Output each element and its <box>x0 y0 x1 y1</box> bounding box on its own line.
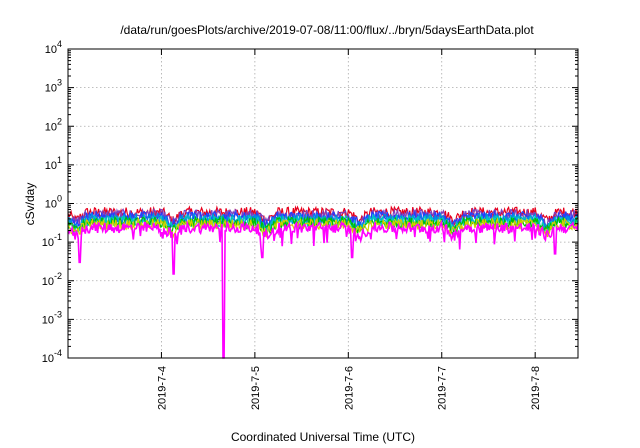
x-tick-label: 2019-7-6 <box>343 366 355 410</box>
y-tick-label: 100 <box>45 194 62 211</box>
x-tick-label: 2019-7-8 <box>530 366 542 410</box>
x-tick-label: 2019-7-5 <box>250 366 262 410</box>
y-tick-label: 10-2 <box>42 271 62 288</box>
y-axis-label: cSv/day <box>23 183 37 226</box>
y-tick-label: 101 <box>45 155 62 172</box>
gridlines <box>68 49 578 358</box>
series-line <box>67 207 579 228</box>
x-axis-ticks: 2019-7-4 2019-7-5 2019-7-6 2019-7-7 2019-7-8 <box>156 49 542 410</box>
x-tick-label: 2019-7-4 <box>156 366 168 410</box>
y-tick-label: 104 <box>45 39 62 56</box>
x-axis-label: Coordinated Universal Time (UTC) <box>231 430 415 444</box>
y-axis-ticks: 10-4 10-3 10-2 10-1 100 101 102 103 104 <box>42 39 578 365</box>
y-tick-label: 10-1 <box>42 232 62 249</box>
series-line <box>67 219 579 359</box>
y-tick-label: 10-3 <box>42 309 62 326</box>
data-series <box>67 205 579 359</box>
y-tick-label: 10-4 <box>42 348 62 365</box>
y-tick-label: 103 <box>45 78 62 95</box>
x-tick-label: 2019-7-7 <box>437 366 449 410</box>
series-line <box>67 213 579 234</box>
chart-title: /data/run/goesPlots/archive/2019-07-08/1… <box>120 23 534 37</box>
y-tick-label: 102 <box>45 116 62 133</box>
